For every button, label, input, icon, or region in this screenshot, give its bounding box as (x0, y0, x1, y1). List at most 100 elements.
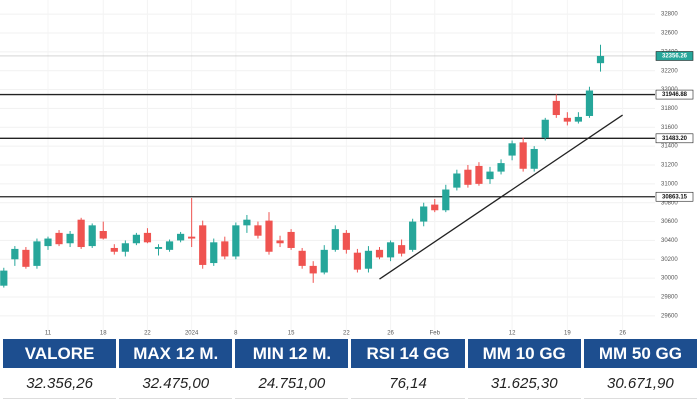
candle-body (442, 189, 450, 211)
stats-table: VALORE MAX 12 M. MIN 12 M. RSI 14 GG MM 10 G… (0, 339, 700, 399)
candle-body (165, 241, 174, 250)
candle-body (420, 206, 428, 222)
y-tick-label: 29600 (661, 313, 678, 319)
table-header: VALORE (3, 339, 117, 369)
x-tick-label: 8 (234, 331, 238, 337)
candle-body (199, 225, 207, 265)
x-tick-label: 26 (619, 331, 626, 337)
level-label-box (655, 191, 694, 202)
x-tick-label: 22 (144, 331, 151, 337)
table-cell: 30.671,90 (583, 368, 697, 399)
candle-body (375, 249, 384, 258)
candle-body (453, 173, 461, 188)
candle-body (287, 231, 295, 248)
y-tick-label: 30800 (661, 200, 678, 206)
y-tick-label: 32600 (661, 31, 678, 37)
y-tick-label: 29800 (661, 295, 678, 301)
y-tick-label: 30400 (661, 238, 678, 244)
candle-body (519, 142, 527, 169)
candle-body (475, 165, 483, 184)
y-tick-label: 30000 (661, 276, 678, 282)
candle-body (585, 90, 594, 116)
candle-body (552, 100, 560, 116)
candle-body (55, 232, 63, 245)
candle-body (409, 221, 417, 250)
candle-body (243, 219, 251, 226)
level-label-text: 31946.88 (662, 92, 688, 98)
candle-body (353, 252, 361, 270)
candle-body (0, 270, 8, 286)
x-tick-label: 12 (509, 331, 516, 337)
candle-body (298, 250, 306, 266)
candle-body (574, 116, 582, 122)
last-price-box (655, 51, 694, 61)
candle-body (320, 249, 328, 273)
x-tick-label: 26 (387, 331, 394, 337)
table-cell: 31.625,30 (467, 368, 581, 399)
candle-body (77, 219, 85, 248)
candle-body (541, 119, 549, 138)
candle-body (265, 220, 273, 252)
x-tick-label: 19 (564, 331, 571, 337)
trendline (379, 114, 623, 280)
table-cell: 32.356,26 (3, 368, 117, 399)
candle-body (110, 247, 118, 252)
y-tick-label: 30600 (661, 219, 678, 225)
candle-body (88, 225, 96, 247)
candle-body (210, 242, 218, 264)
chart: 29600 29800 30000 30200 30400 30600 30800 31000… (0, 0, 694, 337)
candle-body (143, 232, 152, 243)
x-tick-label: 18 (100, 331, 107, 337)
x-tick-label: 15 (288, 331, 295, 337)
table-header: RSI 14 GG (351, 339, 465, 369)
y-tick-label: 31000 (661, 181, 678, 187)
candle-body (497, 163, 505, 172)
candle-body (33, 241, 41, 266)
candle-body (563, 117, 571, 122)
candle-body (121, 243, 129, 252)
candle-body (276, 240, 284, 244)
table-header: MM 50 GG (583, 339, 697, 369)
candle-body (331, 229, 339, 250)
table-cell: 32.475,00 (119, 368, 233, 399)
table-header: MM 10 GG (467, 339, 581, 369)
y-tick-label: 30200 (661, 257, 678, 263)
candle-body (254, 225, 262, 236)
candle-body (464, 169, 472, 185)
candle-body (596, 55, 605, 64)
y-tick-label: 31800 (661, 106, 678, 112)
y-tick-label: 32200 (661, 68, 678, 74)
last-price-text: 32356.26 (662, 54, 688, 60)
candle-body (99, 231, 107, 239)
candle-body (431, 204, 439, 211)
y-tick-label: 31600 (661, 125, 678, 131)
candle-body (309, 265, 317, 274)
x-tick-label: Feb (430, 331, 441, 337)
table-header: MAX 12 M. (119, 339, 233, 369)
candle-body (221, 241, 229, 257)
candle-body (44, 238, 52, 247)
y-tick-label: 32800 (661, 12, 678, 18)
candle-body (530, 148, 538, 169)
x-tick-label: 22 (343, 331, 350, 337)
y-tick-label: 31200 (661, 163, 678, 169)
candle-body (364, 250, 373, 269)
value-row: 32.356,26 32.475,00 24.751,00 76,14 31.625,3… (3, 368, 697, 399)
level-label-text: 31483.20 (662, 136, 688, 142)
level-label-text: 30863.15 (662, 194, 688, 200)
candle-body (508, 143, 516, 156)
candle-body (342, 232, 350, 250)
level-label-box (655, 133, 694, 144)
candle-body (232, 225, 240, 257)
candle-body (188, 236, 196, 239)
candle-body (398, 245, 406, 254)
candle-body (154, 247, 163, 249)
candle-body (386, 242, 395, 258)
table-header: MIN 12 M. (235, 339, 349, 369)
table-cell: 24.751,00 (235, 368, 349, 399)
level-label-box (655, 89, 694, 100)
y-tick-label: 31400 (661, 144, 678, 150)
candle-body (486, 171, 494, 180)
x-tick-label: 2024 (185, 331, 199, 337)
